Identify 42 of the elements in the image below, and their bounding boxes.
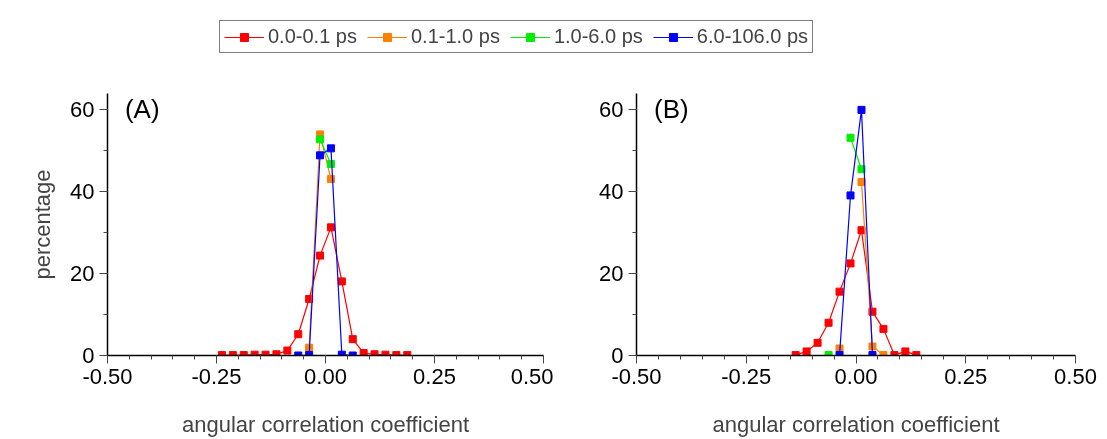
point [846,133,855,142]
x-tick-label: 0.25 [944,363,988,389]
point [316,251,325,260]
y-tick-label: 40 [70,179,95,205]
legend-label: 0.1-1.0 ps [410,25,500,48]
legend-label: 6.0-106.0 ps [696,25,809,48]
point [326,144,335,153]
point [326,223,335,232]
point [879,324,888,333]
y-tick-label: 20 [70,261,95,287]
x-tick-label: 0.50 [510,363,554,389]
x-tick-label: -0.25 [191,363,242,389]
y-tick-label: 60 [70,97,95,123]
y-tick-label: 20 [599,261,624,287]
legend-label: 0.0-0.1 ps [268,25,357,48]
legend-label: 1.0-6.0 ps [553,25,643,48]
point [846,259,855,268]
x-tick-label: 0.25 [413,363,456,389]
y-tick-label: 40 [599,179,624,205]
chart-title: (A) [124,93,160,124]
chart-title: (B) [654,93,689,124]
y-axis-title: percentage [30,169,56,280]
x-tick-label: 0.00 [304,363,347,389]
point [824,318,833,327]
x-axis-title: angular correlation coefficient [712,411,1000,437]
point [283,346,292,355]
x-tick-label: 0.00 [834,363,878,389]
point [316,135,325,144]
point [348,335,357,344]
x-tick-label: 0.50 [1054,363,1097,389]
y-tick-label: 60 [599,97,624,123]
point [857,105,866,114]
x-tick-label: -0.25 [721,363,772,389]
point [835,287,844,296]
x-axis-title: angular correlation coefficient [182,411,470,437]
point [316,151,325,160]
point [294,330,303,339]
point [802,347,811,356]
point [901,347,910,356]
point [846,191,855,200]
point [359,349,368,356]
point [813,338,822,347]
